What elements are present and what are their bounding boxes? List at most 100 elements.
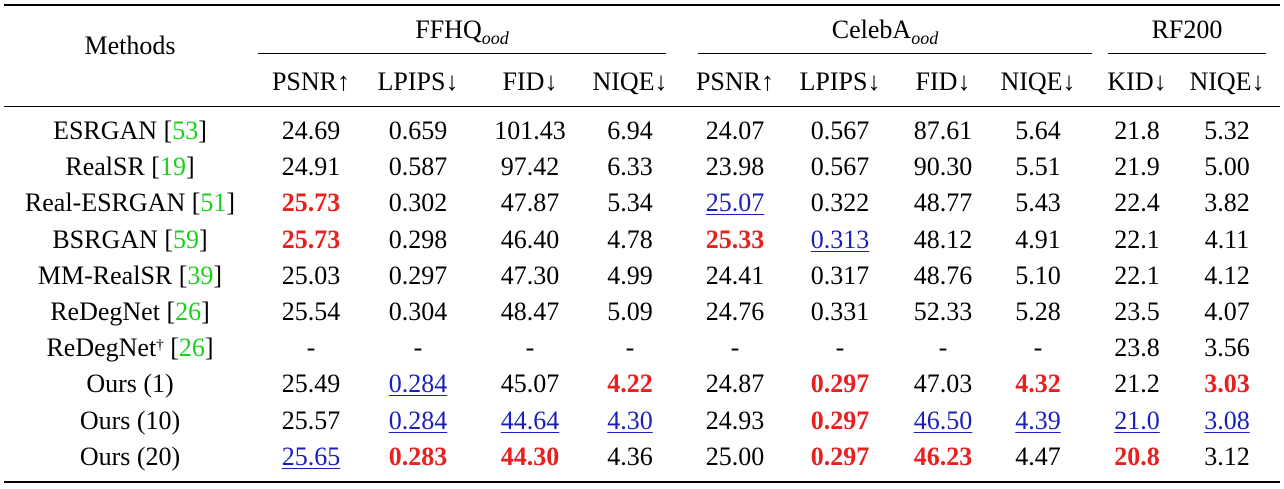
table-cell: -: [938, 333, 948, 363]
table-cell: 24.87: [705, 369, 765, 399]
table-cell: 0.567: [810, 152, 870, 182]
table-cell: 22.4: [1114, 188, 1160, 218]
table-cell: 3.12: [1204, 441, 1250, 471]
table-cell: 5.28: [1015, 297, 1061, 326]
table-cell: 25.57: [281, 405, 341, 435]
table-cell: 4.32: [1015, 369, 1061, 399]
table-cell: 25.00: [705, 441, 765, 471]
table-cell: 6.33: [607, 152, 653, 182]
group-header-ffhq: FFHQood: [415, 15, 509, 48]
column-header: LPIPS↓: [799, 67, 881, 96]
table-cell: 46.40: [500, 224, 560, 254]
table-cell: 0.317: [810, 260, 870, 290]
table-cell: 87.61: [913, 116, 973, 145]
table-cell: 21.8: [1114, 116, 1160, 145]
table-cell: 24.69: [281, 116, 341, 145]
table-cell: 0.331: [810, 297, 870, 326]
table-cell: 3.03: [1204, 369, 1250, 399]
table-cell: 101.43: [494, 116, 566, 145]
table-cell: 0.302: [388, 188, 448, 218]
group-rule-rf200: [1108, 53, 1266, 54]
table-cell: 4.11: [1204, 224, 1250, 254]
table-cell: 3.08: [1204, 405, 1250, 435]
table-cell: 47.03: [913, 369, 973, 399]
citation-link[interactable]: 26: [175, 297, 202, 326]
table-cell: 25.73: [281, 188, 341, 218]
method-name: RealSR [19]: [65, 152, 195, 182]
table-cell: 45.07: [500, 369, 560, 399]
table-cell: 48.77: [913, 188, 973, 218]
column-header: PSNR↑: [271, 67, 351, 96]
table-cell: 6.94: [607, 116, 653, 145]
table-cell: 4.47: [1015, 441, 1061, 471]
table-cell: 47.87: [500, 188, 560, 218]
column-header: NIQE↓: [592, 67, 668, 96]
table-cell: 25.65: [281, 441, 341, 471]
method-name: Ours (1): [86, 369, 174, 399]
table-cell: 24.07: [705, 116, 765, 145]
table-cell: 0.284: [388, 405, 448, 435]
column-header: NIQE↓: [1189, 67, 1265, 96]
citation-link[interactable]: 53: [172, 116, 199, 145]
table-cell: 48.47: [500, 297, 560, 326]
group-header-celeba: CelebAood: [831, 15, 939, 48]
table-cell: 0.297: [810, 369, 870, 399]
table-cell: 0.313: [810, 224, 870, 254]
citation-link[interactable]: 59: [172, 224, 199, 254]
header-rule: [4, 106, 1280, 107]
top-rule: [4, 4, 1280, 6]
method-name: ESRGAN [53]: [53, 116, 207, 145]
table-cell: 90.30: [913, 152, 973, 182]
column-header: FID↓: [502, 67, 558, 96]
column-header: PSNR↑: [695, 67, 775, 96]
citation-link[interactable]: 19: [159, 152, 186, 182]
method-name: Real-ESRGAN [51]: [24, 188, 236, 218]
table-cell: 21.9: [1114, 152, 1160, 182]
table-cell: -: [413, 333, 423, 363]
table-cell: 0.587: [388, 152, 448, 182]
column-header: LPIPS↓: [377, 67, 459, 96]
table-cell: 25.49: [281, 369, 341, 399]
table-cell: 0.659: [388, 116, 448, 145]
method-name: Ours (10): [79, 405, 181, 435]
table-cell: 5.32: [1204, 116, 1250, 145]
table-cell: 24.91: [281, 152, 341, 182]
citation-link[interactable]: 51: [200, 188, 227, 218]
method-name: ReDegNet [26]: [50, 297, 210, 326]
table-cell: 0.567: [810, 116, 870, 145]
table-cell: 3.56: [1204, 333, 1250, 363]
table-cell: 47.30: [500, 260, 560, 290]
table-cell: 44.30: [500, 441, 560, 471]
table-cell: 4.12: [1204, 260, 1250, 290]
table-cell: 5.34: [607, 188, 653, 218]
table-cell: 25.07: [705, 188, 765, 218]
table-cell: 0.283: [388, 441, 448, 471]
table-cell: -: [625, 333, 635, 363]
methods-header: Methods: [84, 31, 176, 60]
column-header: NIQE↓: [1000, 67, 1076, 96]
table-cell: -: [525, 333, 535, 363]
table-cell: 4.22: [607, 369, 653, 399]
citation-link[interactable]: 39: [187, 260, 214, 290]
method-name: ReDegNet† [26]: [46, 333, 214, 363]
method-name: BSRGAN [59]: [52, 224, 208, 254]
table-cell: 20.8: [1114, 441, 1160, 471]
table-cell: 5.43: [1015, 188, 1061, 218]
table-cell: -: [306, 333, 316, 363]
table-cell: 0.297: [810, 405, 870, 435]
table-cell: 0.297: [388, 260, 448, 290]
table-cell: 97.42: [500, 152, 560, 182]
table-cell: 3.82: [1204, 188, 1250, 218]
table-cell: 22.1: [1114, 224, 1160, 254]
dagger-mark: †: [156, 337, 164, 354]
citation-link[interactable]: 26: [178, 333, 205, 363]
group-rule-ffhq: [258, 53, 666, 54]
table-cell: 5.64: [1015, 116, 1061, 145]
table-cell: 5.51: [1015, 152, 1061, 182]
table-cell: 23.5: [1114, 297, 1160, 326]
method-name: MM-RealSR [39]: [37, 260, 223, 290]
table-cell: 24.93: [705, 405, 765, 435]
column-header: FID↓: [915, 67, 971, 96]
table-cell: 48.12: [913, 224, 973, 254]
